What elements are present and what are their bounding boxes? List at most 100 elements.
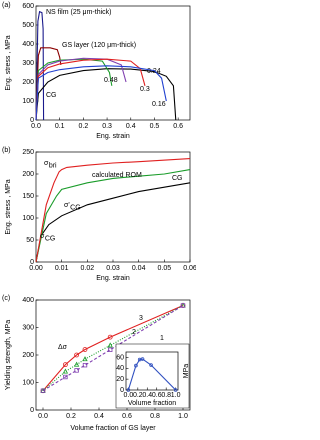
- y-tick-label: 50: [26, 237, 34, 244]
- y-axis-label: MPa: [183, 364, 190, 379]
- series-label: GS layer (120 μm-thick): [62, 42, 136, 49]
- x-tick-label: 0.06: [183, 265, 196, 272]
- data-point: [134, 363, 138, 368]
- x-tick-label: 0.01: [55, 265, 69, 272]
- y-tick-label: 40: [116, 365, 124, 372]
- x-tick-label: 1.0: [178, 413, 188, 420]
- y-tick-label: 0: [120, 387, 124, 394]
- plot-frame: [35, 151, 191, 263]
- data-point: [74, 368, 79, 373]
- x-tick-label: 0.0: [31, 123, 41, 130]
- x-tick-label: 0.0: [38, 413, 48, 420]
- data-point: [173, 388, 178, 392]
- series-label: 3: [139, 315, 143, 322]
- x-tick-label: 0.2: [133, 392, 143, 399]
- x-tick-label: 0.5: [150, 123, 160, 130]
- x-axis-label: Volume fraction of GS layer: [70, 425, 156, 432]
- data-point: [82, 347, 88, 352]
- figure: (a)0.0 0.1 0.2 0.3 0.4 0.5 0.60100200300400500…: [2, 2, 196, 432]
- series-label: CG: [172, 175, 183, 182]
- series-label: 0.48: [104, 77, 118, 84]
- annotation: Δσ: [58, 344, 68, 351]
- annotation-subscript: bri: [49, 162, 57, 169]
- annotation-subscript: CG: [70, 204, 81, 211]
- data-line: [35, 65, 167, 121]
- x-tick-label: 0.02: [81, 265, 95, 272]
- x-tick-label: 0.3: [102, 123, 112, 130]
- data-point: [62, 368, 69, 374]
- data-point: [108, 347, 113, 352]
- x-tick-label: 0.4: [142, 392, 152, 399]
- annotation: σ': [64, 202, 70, 209]
- series-label: 2: [132, 329, 136, 336]
- panel-label: (a): [2, 2, 11, 9]
- y-axis-label: Eng. stress , MPa: [5, 35, 12, 90]
- data-line: [35, 57, 127, 121]
- data-point: [82, 362, 88, 368]
- y-tick-label: 400: [22, 297, 34, 304]
- y-tick-label: 200: [22, 171, 34, 178]
- x-tick-label: 0.8: [150, 413, 160, 420]
- y-tick-label: 300: [22, 60, 34, 67]
- x-tick-label: 0.4: [126, 123, 136, 130]
- data-point: [63, 374, 68, 380]
- y-tick-label: 20: [116, 376, 124, 383]
- data-point: [40, 388, 46, 393]
- x-tick-label: 0.2: [79, 123, 89, 130]
- y-tick-label: 250: [22, 149, 34, 156]
- series-label: 0.24: [147, 68, 161, 75]
- data-line: [35, 158, 191, 263]
- panel-label: (b): [2, 147, 11, 154]
- annotation-subscript: CG: [45, 235, 56, 242]
- data-line: [35, 58, 146, 121]
- x-tick-label: 0.05: [158, 265, 172, 272]
- x-axis-label: Eng. strain: [96, 133, 130, 140]
- series-label: CG: [46, 92, 57, 99]
- data-point: [149, 363, 153, 367]
- y-tick-label: 100: [22, 215, 34, 222]
- plot-frame: [125, 351, 179, 391]
- y-tick-label: 100: [22, 98, 34, 105]
- x-tick-label: 0.04: [132, 265, 146, 272]
- y-tick-label: 0: [30, 407, 34, 414]
- panel-label: (c): [2, 295, 10, 302]
- data-point: [140, 357, 145, 361]
- y-tick-label: 600: [22, 3, 34, 10]
- series-label: 0.16: [152, 101, 166, 108]
- data-line: [35, 10, 45, 121]
- y-tick-label: 300: [22, 324, 34, 331]
- y-tick-label: 200: [22, 79, 34, 86]
- series-label: 0.3: [140, 86, 150, 93]
- y-tick-label: 500: [22, 22, 34, 29]
- data-point: [63, 362, 68, 368]
- y-tick-label: 200: [22, 352, 34, 359]
- x-tick-label: 1.0: [171, 392, 181, 399]
- data-line: [42, 304, 184, 392]
- data-point: [73, 361, 80, 367]
- series-label: NS film (25 μm-thick): [46, 9, 111, 16]
- x-tick-label: 0.0: [123, 392, 133, 399]
- x-tick-label: 0.03: [106, 265, 120, 272]
- x-axis-label: Volume fraction: [128, 400, 176, 407]
- y-axis-label: Eng. stress , MPa: [5, 179, 12, 234]
- y-tick-label: 0: [30, 117, 34, 124]
- data-line: [35, 182, 191, 263]
- x-tick-label: 0.2: [66, 413, 76, 420]
- data-point: [82, 356, 88, 362]
- x-tick-label: 0.6: [173, 123, 183, 130]
- data-point: [126, 388, 131, 392]
- data-line: [35, 169, 191, 263]
- data-line: [35, 47, 62, 121]
- y-tick-label: 60: [116, 354, 124, 361]
- annotation: σ: [44, 160, 49, 167]
- y-tick-label: 100: [22, 379, 34, 386]
- x-tick-label: 0.4: [94, 413, 104, 420]
- data-line: [42, 305, 184, 392]
- x-axis-label: Eng. strain: [96, 275, 130, 282]
- series-label: 1: [160, 335, 164, 342]
- x-tick-label: 0.1: [55, 123, 65, 130]
- data-point: [74, 352, 79, 358]
- plot-frame: [35, 5, 191, 121]
- x-tick-label: 0.00: [29, 265, 43, 272]
- x-tick-label: 0.6: [122, 413, 132, 420]
